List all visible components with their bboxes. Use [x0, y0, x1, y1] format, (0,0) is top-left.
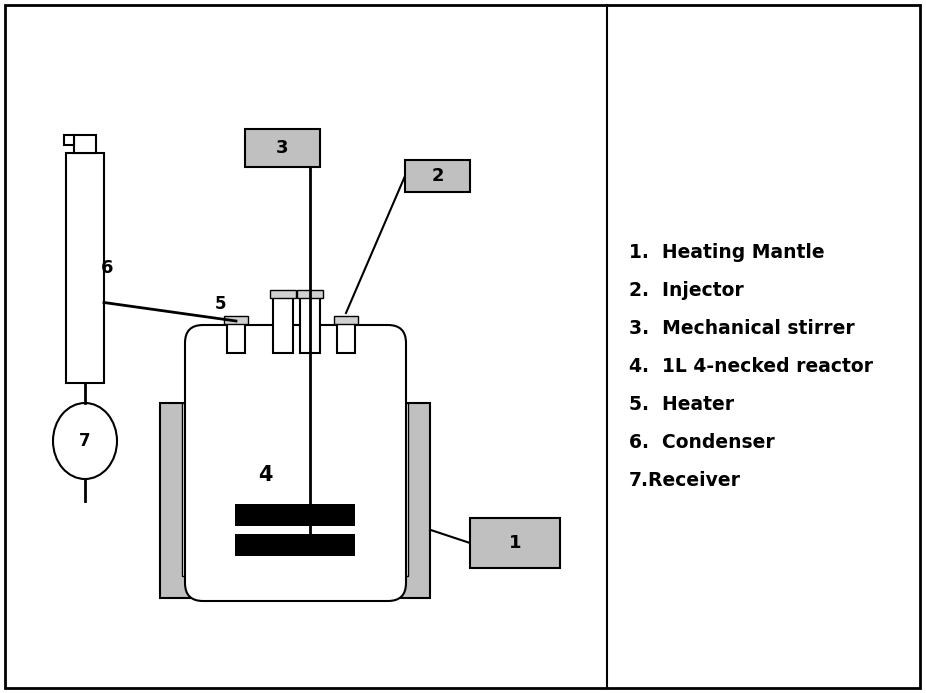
Bar	[224, 316, 248, 324]
Text: 5: 5	[215, 295, 227, 313]
Bar	[297, 290, 323, 298]
FancyBboxPatch shape	[245, 129, 320, 167]
Bar	[337, 321, 355, 353]
Bar	[74, 135, 96, 153]
Bar	[235, 534, 355, 556]
Bar	[270, 290, 296, 298]
Text: 4: 4	[257, 465, 272, 485]
Bar	[470, 518, 560, 568]
FancyBboxPatch shape	[185, 325, 406, 601]
Bar	[182, 403, 408, 576]
Ellipse shape	[53, 403, 117, 479]
Bar	[300, 295, 320, 353]
Text: 2.  Injector: 2. Injector	[629, 281, 744, 301]
Bar	[64, 135, 74, 145]
Text: 7.Receiver: 7.Receiver	[629, 471, 741, 491]
Bar	[334, 316, 358, 324]
Bar	[66, 153, 104, 383]
Text: 2: 2	[432, 167, 444, 185]
Text: 6: 6	[101, 259, 113, 277]
Bar	[227, 321, 245, 353]
Text: 1: 1	[508, 534, 521, 552]
Text: 4.  1L 4-necked reactor: 4. 1L 4-necked reactor	[629, 358, 872, 376]
Bar	[235, 504, 355, 526]
Text: 5.  Heater: 5. Heater	[629, 396, 733, 414]
Text: 3.  Mechanical stirrer: 3. Mechanical stirrer	[629, 319, 855, 338]
Bar	[273, 295, 293, 353]
Text: 1.  Heating Mantle: 1. Heating Mantle	[629, 243, 824, 263]
Text: 3: 3	[276, 139, 289, 157]
FancyBboxPatch shape	[405, 160, 470, 192]
Bar	[160, 403, 430, 598]
Text: 7: 7	[80, 432, 91, 450]
Text: 6.  Condenser: 6. Condenser	[629, 434, 774, 453]
